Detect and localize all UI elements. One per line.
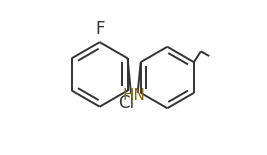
Text: F: F — [95, 20, 104, 38]
Text: Cl: Cl — [118, 94, 134, 112]
Text: HN: HN — [123, 88, 146, 103]
